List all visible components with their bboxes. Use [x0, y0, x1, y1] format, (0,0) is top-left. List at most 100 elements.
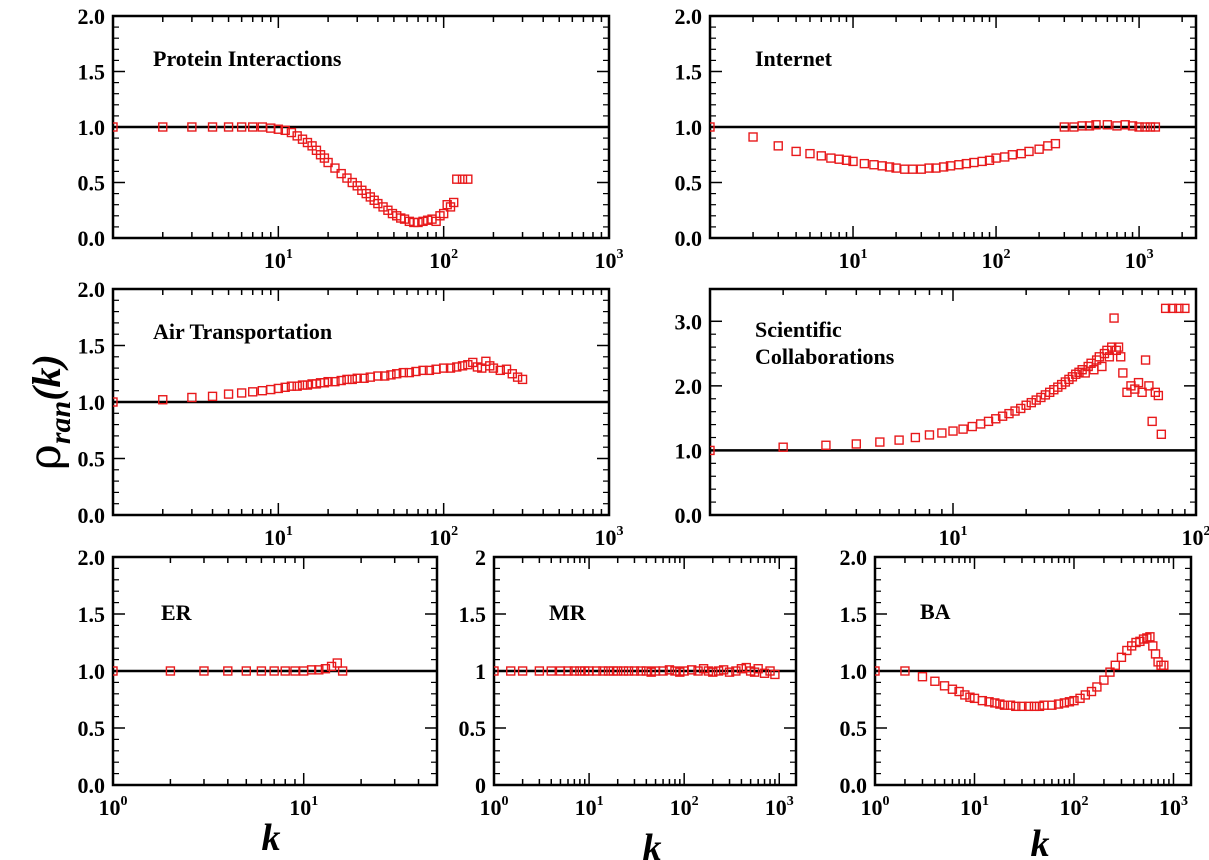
data-point: [452, 362, 462, 372]
data-point: [900, 164, 910, 174]
data-point: [1026, 397, 1036, 408]
data-point: [947, 684, 958, 694]
data-point: [713, 666, 724, 676]
data-point: [373, 371, 383, 381]
panel-title: BA: [920, 599, 951, 624]
panel-title: Scientific Collaborations: [755, 317, 895, 369]
data-markers: [710, 120, 1161, 174]
data-point: [623, 666, 634, 676]
data-point: [686, 665, 697, 675]
data-point: [1116, 352, 1126, 362]
x-tick-label: 102: [429, 247, 458, 273]
data-point: [187, 392, 197, 403]
data-point: [332, 658, 342, 668]
data-point: [960, 690, 970, 700]
x-tick-label: 100: [480, 794, 509, 820]
x-tick-label: 103: [1159, 794, 1188, 820]
data-point: [517, 666, 528, 676]
x-tick-base: 10: [264, 525, 286, 550]
data-point: [199, 666, 209, 676]
x-tick-base: 10: [595, 525, 617, 550]
data-point: [710, 122, 715, 132]
data-point: [438, 208, 449, 219]
data-point: [1142, 633, 1152, 643]
data-point: [337, 666, 348, 676]
x-tick-base: 10: [289, 795, 311, 820]
x-tick-base: 10: [429, 525, 451, 550]
data-point: [290, 666, 300, 676]
data-point: [1017, 701, 1027, 712]
data-point: [924, 163, 934, 173]
y-tick-label: 0.5: [78, 716, 106, 741]
x-tick-base: 10: [1159, 795, 1181, 820]
data-point: [445, 363, 456, 373]
data-point: [990, 698, 1000, 708]
x-tick-exponent: 1: [286, 524, 293, 539]
data-point: [236, 388, 247, 398]
data-point: [939, 681, 950, 691]
y-tick-label: 1.5: [78, 60, 106, 85]
data-point: [1021, 400, 1031, 410]
data-point: [424, 365, 435, 376]
data-point: [875, 437, 885, 447]
x-tick-base: 10: [429, 248, 451, 273]
x-tick-label: 101: [960, 794, 989, 820]
data-point: [773, 141, 783, 151]
data-point: [1147, 416, 1157, 427]
x-tick-base: 10: [595, 248, 617, 273]
data-point: [1109, 313, 1119, 323]
y-tick-label: 0.0: [675, 226, 703, 251]
data-point: [546, 666, 556, 676]
data-point: [618, 666, 629, 676]
data-point: [280, 382, 290, 393]
data-point: [848, 156, 858, 167]
data-point: [1156, 429, 1167, 439]
y-tick-label: 1.5: [675, 60, 703, 85]
data-point: [1091, 355, 1102, 365]
data-point: [1148, 641, 1158, 651]
data-point: [1150, 387, 1160, 398]
data-point: [257, 386, 268, 396]
x-tick-base: 10: [839, 248, 861, 273]
x-tick-base: 10: [1182, 525, 1204, 550]
data-point: [330, 376, 340, 387]
x-tick-exponent: 3: [617, 247, 624, 262]
panel-title-line: ER: [161, 600, 193, 625]
x-tick-exponent: 1: [286, 247, 293, 262]
y-tick-label: 1.0: [78, 390, 106, 415]
data-point: [404, 367, 415, 378]
data-point: [969, 157, 979, 168]
x-tick-base: 10: [939, 525, 961, 550]
y-axis-title: ρran(k): [20, 354, 77, 470]
data-point: [223, 389, 234, 399]
data-point: [569, 666, 580, 676]
data-point: [636, 666, 646, 676]
data-point: [984, 155, 995, 166]
data-point: [452, 174, 462, 184]
data-point: [791, 146, 801, 157]
x-tick-label: 100: [861, 794, 890, 820]
y-tick-label: 1.5: [78, 334, 106, 359]
x-axis-title-left: k: [262, 817, 281, 859]
data-point: [386, 370, 396, 380]
panel-title-line: Protein Interactions: [153, 46, 342, 71]
x-tick-exponent: 1: [861, 247, 868, 262]
data-point: [1102, 345, 1112, 356]
y-tick-label: 0.5: [459, 716, 487, 741]
data-point: [1133, 377, 1144, 388]
data-point: [924, 430, 935, 440]
x-tick-base: 10: [575, 795, 597, 820]
data-point: [113, 666, 118, 676]
x-tick-label: 102: [670, 794, 699, 820]
x-tick-label: 103: [595, 247, 624, 273]
data-point: [1050, 138, 1061, 149]
data-point: [958, 424, 968, 434]
data-point: [1150, 122, 1161, 132]
data-point: [999, 700, 1010, 710]
y-tick-label: 2.0: [78, 545, 106, 570]
x-tick-exponent: 1: [982, 794, 989, 809]
